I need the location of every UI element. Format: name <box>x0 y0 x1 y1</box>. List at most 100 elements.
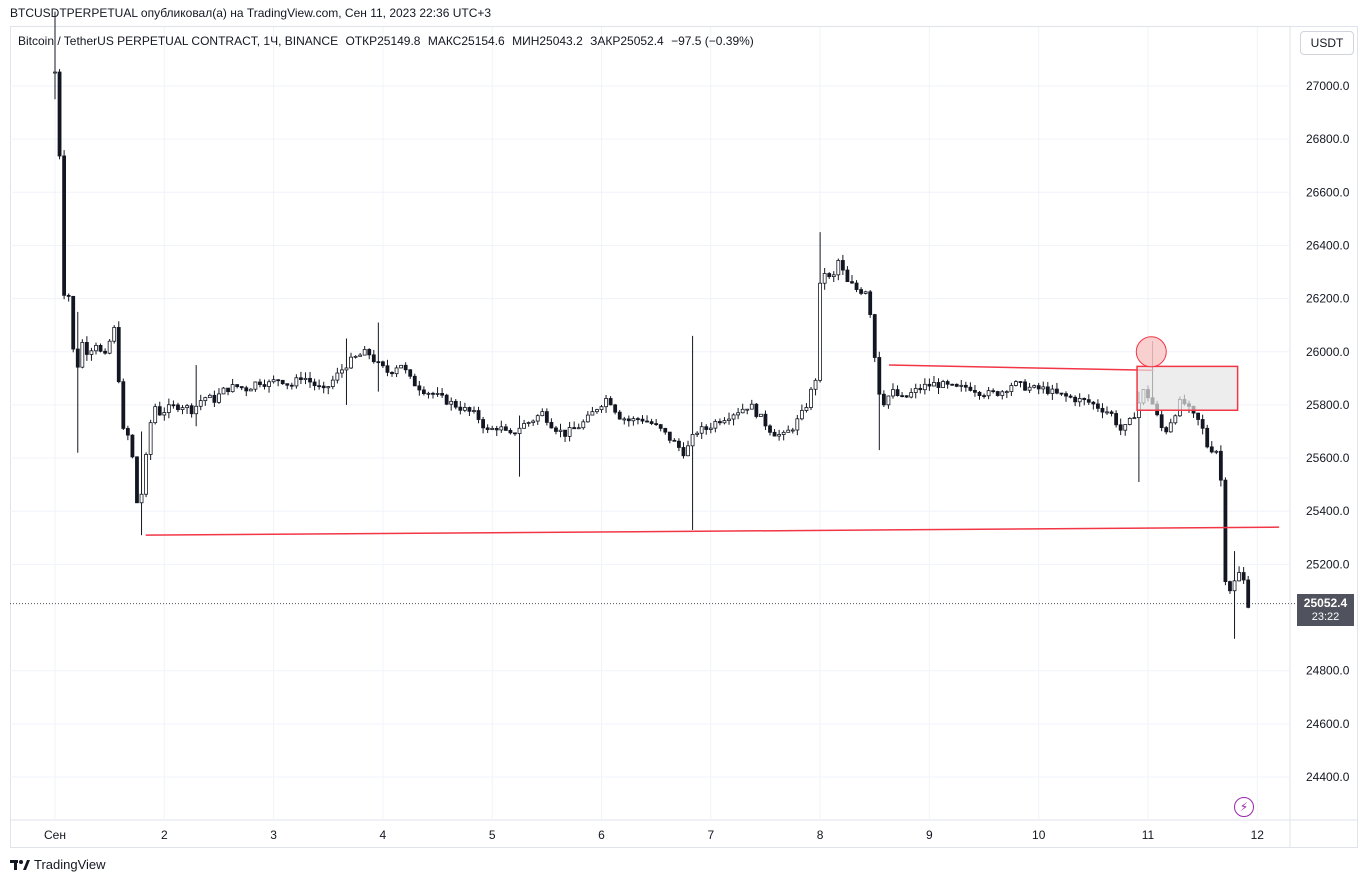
time-tick-label: 4 <box>380 828 387 842</box>
candle-body <box>827 273 832 278</box>
resistance-trendline <box>888 364 1154 372</box>
time-tick-label: 2 <box>161 828 168 842</box>
candle-body <box>608 398 613 406</box>
candle-body <box>772 431 777 437</box>
symbol-name[interactable]: Bitcoin / TetherUS PERPETUAL CONTRACT, 1… <box>18 34 339 48</box>
candle-body <box>1118 424 1123 431</box>
candle-body <box>217 393 221 403</box>
candle-body <box>754 403 759 417</box>
highlight-zone <box>1136 365 1239 411</box>
candle-body <box>476 410 481 420</box>
currency-button[interactable]: USDT <box>1300 31 1354 55</box>
candle-body <box>66 294 71 297</box>
candle-body <box>394 367 399 375</box>
price-tick-label: 24800.0 <box>1306 664 1350 678</box>
candle-body <box>1200 419 1205 429</box>
candle-body <box>672 439 677 442</box>
candle-body <box>786 429 791 433</box>
candle-body <box>103 350 107 354</box>
time-tick-label: 8 <box>817 828 824 842</box>
candle-body <box>212 394 217 403</box>
candle-body <box>1014 381 1018 386</box>
candle-body <box>1032 385 1037 388</box>
candle-body <box>125 428 130 436</box>
candle-body <box>330 379 335 387</box>
candle-body <box>308 377 312 383</box>
candle-body <box>850 281 854 284</box>
candle-body <box>941 381 945 388</box>
last-price-label: 25052.4 <box>1303 596 1348 610</box>
candle-body <box>1209 446 1214 453</box>
candle-body <box>139 493 144 504</box>
candle-body <box>244 387 249 392</box>
candle-body <box>267 381 271 387</box>
candle-body <box>549 422 554 429</box>
candle-body <box>98 344 103 352</box>
candle-body <box>1223 479 1228 582</box>
candle-body <box>1036 385 1041 390</box>
candle-body <box>490 428 495 430</box>
candle-body <box>913 388 918 393</box>
candle-body <box>649 421 654 424</box>
candle-body <box>681 447 686 457</box>
candle-body <box>294 377 299 387</box>
candle-body <box>745 408 750 411</box>
price-tick-label: 26800.0 <box>1306 132 1350 146</box>
candle-body <box>1228 581 1232 592</box>
price-tick-label: 26000.0 <box>1306 345 1350 359</box>
candle-body <box>440 393 445 396</box>
candle-body <box>713 421 718 429</box>
candle-body <box>640 418 645 422</box>
candle-body <box>613 404 618 413</box>
chart-frame[interactable] <box>10 26 1358 848</box>
price-tick-label: 26600.0 <box>1306 185 1350 199</box>
price-tick-label: 25200.0 <box>1306 557 1350 571</box>
candle-body <box>1077 397 1082 403</box>
candle-body <box>522 423 526 429</box>
candle-body <box>185 405 189 409</box>
candle-body <box>89 350 94 355</box>
candle-body <box>276 379 281 382</box>
flash-icon[interactable]: ⚡ <box>1234 797 1254 817</box>
candle-body <box>481 419 485 429</box>
candle-body <box>932 382 936 387</box>
candle-body <box>53 71 57 74</box>
candle-body <box>226 387 230 393</box>
candle-body <box>845 269 850 283</box>
symbol-legend: Bitcoin / TetherUS PERPETUAL CONTRACT, 1… <box>18 34 758 48</box>
footer-brand-label: TradingView <box>34 857 106 872</box>
candle-body <box>371 354 376 363</box>
candle-body <box>576 427 581 430</box>
candle-body <box>517 427 522 434</box>
legend-change: −97.5 (−0.39%) <box>671 34 754 48</box>
candle-body <box>918 388 923 391</box>
candle-body <box>485 427 490 430</box>
candle-body <box>253 381 258 390</box>
candle-body <box>859 289 863 294</box>
candle-body <box>909 392 914 398</box>
candle-body <box>840 260 845 271</box>
candle-body <box>135 456 139 504</box>
time-tick-label: 11 <box>1142 828 1155 842</box>
candle-body <box>1205 427 1210 448</box>
time-tick-label: 12 <box>1251 828 1265 842</box>
candle-body <box>1132 417 1137 420</box>
candle-body <box>727 418 731 421</box>
candle-body <box>667 431 672 441</box>
candle-body <box>617 411 622 420</box>
time-tick-label: 3 <box>270 828 277 842</box>
candle-body <box>1073 396 1078 403</box>
candle-body <box>526 422 531 424</box>
candle-body <box>1109 411 1114 414</box>
candle-body <box>900 395 904 398</box>
candle-body <box>380 361 385 367</box>
candle-body <box>312 381 317 387</box>
candle-body <box>868 291 873 315</box>
footer-brand[interactable]: TradingView <box>10 857 106 872</box>
candle-body <box>1082 397 1087 401</box>
candle-body <box>467 407 472 412</box>
candle-body <box>567 427 572 437</box>
candle-body <box>809 388 813 408</box>
candle-body <box>166 404 171 413</box>
